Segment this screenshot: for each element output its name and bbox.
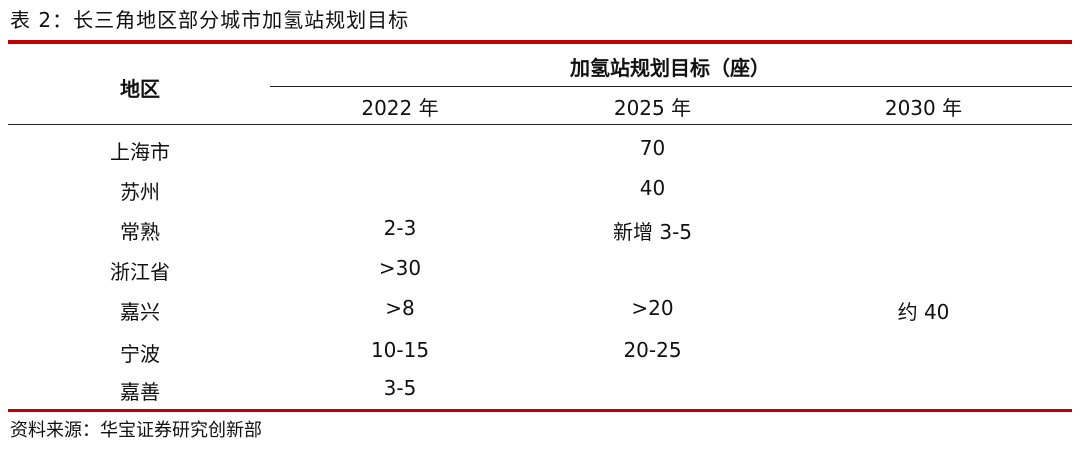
source-note: 资料来源：华宝证券研究创新部 — [10, 420, 262, 441]
header-divider — [270, 86, 1072, 87]
region-cell: 嘉兴 — [120, 300, 160, 324]
value-cell-2025: 20-25 — [623, 338, 682, 362]
header-bottom-rule — [8, 124, 1072, 125]
year-header-2030: 2030 年 — [884, 96, 963, 120]
region-header: 地区 — [120, 77, 160, 101]
year-header-2025: 2025 年 — [613, 96, 692, 120]
bottom-red-rule — [8, 409, 1072, 412]
group-header: 加氢站规划目标（座） — [570, 56, 770, 80]
region-cell: 常熟 — [120, 220, 160, 244]
table-title: 表 2：长三角地区部分城市加氢站规划目标 — [10, 8, 410, 32]
value-cell-2030: 约 40 — [897, 300, 950, 324]
region-cell: 嘉善 — [120, 380, 160, 404]
value-cell-2022: 10-15 — [370, 338, 430, 362]
value-cell-2025: 新增 3-5 — [612, 220, 693, 244]
value-cell-2022: >8 — [385, 296, 415, 320]
value-cell-2025: >20 — [631, 296, 674, 320]
value-cell-2022: >30 — [378, 256, 422, 280]
value-cell-2025: 70 — [639, 136, 666, 160]
value-cell-2025: 40 — [639, 176, 666, 200]
year-header-2022: 2022 年 — [361, 96, 439, 120]
value-cell-2022: 3-5 — [383, 376, 417, 400]
top-red-rule — [8, 40, 1072, 44]
value-cell-2022: 2-3 — [383, 216, 417, 240]
region-cell: 上海市 — [110, 140, 170, 164]
region-cell: 宁波 — [120, 342, 160, 366]
region-cell: 浙江省 — [110, 260, 170, 284]
region-cell: 苏州 — [120, 180, 160, 204]
